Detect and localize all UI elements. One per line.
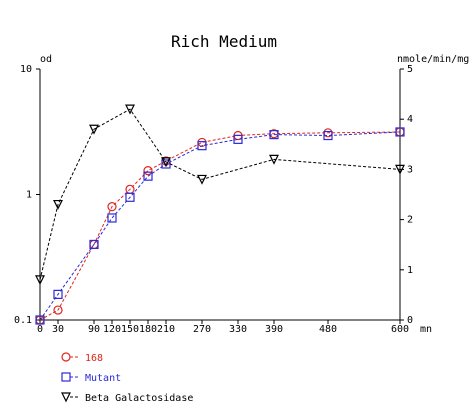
right-axis-tick-label: 2 [407,215,413,226]
chart-title: Rich Medium [171,32,277,51]
legend: 168 Mutant Beta Galactosidase [61,352,193,404]
series-line [39,108,401,280]
left-axis-tick-label: 1 [26,190,32,201]
right-axis-tick-label: 5 [407,64,413,75]
x-axis-tick-label: 120 [103,324,121,335]
data-point [395,127,405,137]
series-line [39,131,401,321]
data-point [143,166,153,176]
x-axis-unit-label: mn [420,324,432,335]
right-axis-unit-label: nmole/min/mg [397,54,469,65]
data-point [89,124,99,135]
legend-marker [61,372,71,382]
legend-label: Beta Galactosidase [85,393,193,404]
x-axis-tick-label: 390 [265,324,283,335]
data-point [35,275,45,286]
x-axis-tick-label: 0 [37,324,43,335]
data-point [269,130,279,140]
data-point [107,213,117,223]
series-0 [35,127,405,325]
data-point [125,192,135,202]
series-layer [35,104,405,325]
data-point [53,289,63,299]
x-axis-tick-label: 30 [52,324,64,335]
data-point [161,157,171,168]
axes: 0.1 1 10 0 1 2 3 4 5 0 30 90 120 150 180 210 270 330 390 48… [14,64,413,335]
x-axis-tick-label: 600 [391,324,409,335]
right-axis-tick-label: 3 [407,164,413,175]
data-point [143,171,153,181]
right-axis-tick-label: 0 [407,315,413,326]
x-axis-tick-label: 270 [193,324,211,335]
data-point [197,141,207,151]
data-point [125,104,135,115]
data-point [395,164,405,175]
data-point [323,130,333,141]
left-axis-unit-label: od [40,54,52,65]
data-point [197,174,207,185]
data-point [35,315,45,325]
data-point [89,239,99,250]
right-axis-tick-label: 4 [407,114,413,125]
x-axis-tick-label: 90 [88,324,100,335]
data-point [107,202,117,212]
series-line [39,131,401,321]
data-point [53,305,63,315]
left-axis-tick-label: 10 [20,64,32,75]
series-1 [35,127,405,325]
left-axis-tick-label: 0.1 [14,315,32,326]
right-axis-tick-label: 1 [407,265,413,276]
legend-marker [61,392,71,403]
legend-item-2: Beta Galactosidase [61,392,193,404]
legend-marker [61,352,71,362]
legend-item-1: Mutant [61,372,121,384]
series-2 [35,104,405,286]
x-axis-tick-label: 480 [319,324,337,335]
x-axis-tick-label: 150 [121,324,139,335]
x-axis-tick-label: 210 [157,324,175,335]
data-point [53,199,63,210]
legend-label: 168 [85,353,103,364]
legend-item-0: 168 [61,352,103,364]
legend-label: Mutant [85,373,121,384]
x-axis-tick-label: 180 [139,324,157,335]
data-point [233,134,243,144]
x-axis-tick-label: 330 [229,324,247,335]
data-point [269,154,279,165]
